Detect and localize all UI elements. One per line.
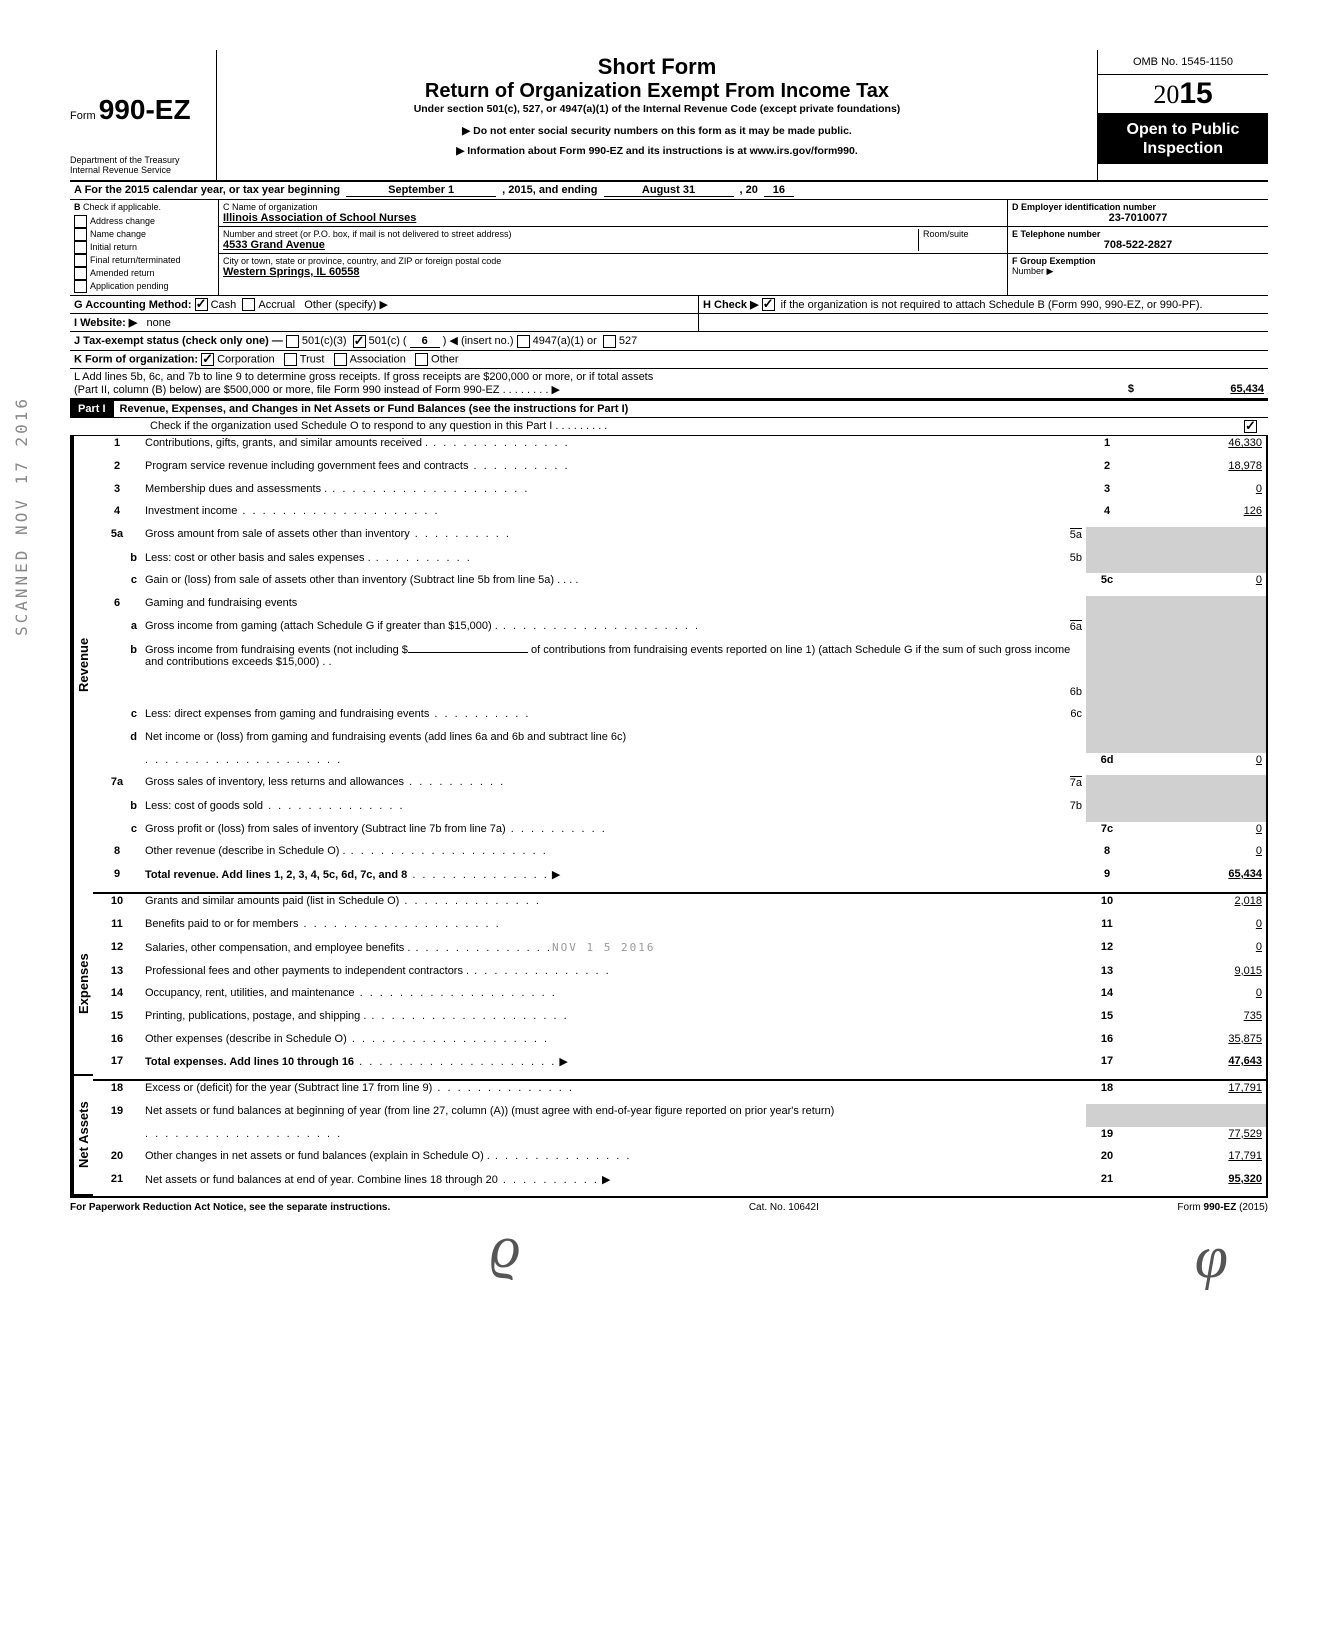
- title-return: Return of Organization Exempt From Incom…: [227, 80, 1087, 103]
- tax-year: 2015: [1098, 75, 1268, 114]
- chk-trust[interactable]: [284, 353, 297, 366]
- chk-schedule-o[interactable]: [1244, 420, 1257, 433]
- org-name: Illinois Association of School Nurses: [223, 212, 1003, 224]
- val-line2: 18,978: [1128, 459, 1266, 482]
- initial-mark-2: φ: [1195, 1223, 1228, 1292]
- chk-initial-return[interactable]: [74, 241, 87, 254]
- open-to-public: Open to PublicInspection: [1098, 114, 1268, 164]
- val-line20: 17,791: [1128, 1149, 1266, 1172]
- chk-name-change[interactable]: [74, 228, 87, 241]
- val-line5c: 0: [1128, 573, 1266, 596]
- chk-address-change[interactable]: [74, 215, 87, 228]
- part-i-body: SCANNED NOV 17 2016 Revenue Expenses Net…: [70, 436, 1268, 1196]
- gross-receipts: 65,434: [1134, 383, 1264, 396]
- val-line18: 17,791: [1128, 1080, 1266, 1104]
- val-line15: 735: [1128, 1009, 1266, 1032]
- form-footer: For Paperwork Reduction Act Notice, see …: [70, 1196, 1268, 1213]
- 501c-insert[interactable]: 6: [410, 335, 440, 348]
- val-line19: 77,529: [1128, 1127, 1266, 1150]
- part-i-check: Check if the organization used Schedule …: [70, 418, 1268, 436]
- under-section: Under section 501(c), 527, or 4947(a)(1)…: [227, 103, 1087, 115]
- val-line16: 35,875: [1128, 1032, 1266, 1055]
- val-line9: 65,434: [1128, 867, 1266, 893]
- note-ssn: ▶ Do not enter social security numbers o…: [227, 125, 1087, 137]
- chk-amended[interactable]: [74, 267, 87, 280]
- val-line3: 0: [1128, 482, 1266, 505]
- chk-527[interactable]: [603, 335, 616, 348]
- ein: 23-7010077: [1012, 212, 1264, 224]
- tax-year-end[interactable]: August 31: [604, 184, 734, 197]
- title-short-form: Short Form: [227, 54, 1087, 80]
- val-line6d: 0: [1128, 753, 1266, 776]
- line-j: J Tax-exempt status (check only one) — 5…: [70, 332, 1268, 351]
- label-expenses: Expenses: [72, 894, 93, 1076]
- val-line21: 95,320: [1128, 1172, 1266, 1196]
- website: none: [146, 317, 170, 329]
- form-header: Form 990-EZ Department of the Treasury I…: [70, 50, 1268, 182]
- chk-app-pending[interactable]: [74, 280, 87, 293]
- note-info: ▶ Information about Form 990-EZ and its …: [227, 145, 1087, 157]
- telephone: 708-522-2827: [1012, 239, 1264, 251]
- line-a: A For the 2015 calendar year, or tax yea…: [70, 182, 1268, 200]
- group-exemption-label: Number ▶: [1012, 266, 1264, 277]
- chk-501c[interactable]: [353, 335, 366, 348]
- chk-other-org[interactable]: [415, 353, 428, 366]
- val-line10: 2,018: [1128, 893, 1266, 917]
- initial-mark-1: ϱ: [490, 1213, 520, 1282]
- val-line1: 46,330: [1128, 436, 1266, 459]
- street-address: 4533 Grand Avenue: [223, 239, 918, 251]
- line-i: I Website: ▶ none: [70, 314, 1268, 332]
- received-stamp: NOV 1 5 2016: [552, 941, 655, 954]
- label-revenue: Revenue: [72, 436, 93, 894]
- form-990ez: Form 990-EZ Department of the Treasury I…: [70, 50, 1268, 1313]
- city-state-zip: Western Springs, IL 60558: [223, 266, 1003, 278]
- tax-year-end-yr[interactable]: 16: [764, 184, 794, 197]
- line-l: L Add lines 5b, 6c, and 7b to line 9 to …: [70, 369, 1268, 399]
- val-line4: 126: [1128, 504, 1266, 527]
- room-suite-label: Room/suite: [923, 229, 1003, 239]
- val-line13: 9,015: [1128, 964, 1266, 987]
- val-line11: 0: [1128, 917, 1266, 940]
- omb-number: OMB No. 1545-1150: [1098, 50, 1268, 75]
- val-line12: 0: [1128, 940, 1266, 964]
- c-label: C Name of organization: [223, 202, 1003, 212]
- part-i-header: Part I Revenue, Expenses, and Changes in…: [70, 399, 1268, 418]
- chk-501c3[interactable]: [286, 335, 299, 348]
- form-label: Form: [70, 110, 96, 122]
- chk-schedule-b[interactable]: [762, 298, 775, 311]
- line-gh: G Accounting Method: Cash Accrual Other …: [70, 296, 1268, 315]
- chk-cash[interactable]: [195, 298, 208, 311]
- val-line17: 47,643: [1128, 1054, 1266, 1080]
- chk-4947a1[interactable]: [517, 335, 530, 348]
- chk-corporation[interactable]: [201, 353, 214, 366]
- chk-accrual[interactable]: [242, 298, 255, 311]
- chk-association[interactable]: [334, 353, 347, 366]
- val-line8: 0: [1128, 844, 1266, 867]
- form-number: 990-EZ: [99, 94, 191, 125]
- line-k: K Form of organization: Corporation Trus…: [70, 351, 1268, 369]
- section-bcdef: B Check if applicable. Address change Na…: [70, 200, 1268, 296]
- label-netassets: Net Assets: [72, 1076, 93, 1196]
- tax-year-begin[interactable]: September 1: [346, 184, 496, 197]
- dept-irs: Internal Revenue Service: [70, 166, 210, 176]
- scanned-stamp: SCANNED NOV 17 2016: [12, 396, 31, 636]
- val-line7c: 0: [1128, 822, 1266, 845]
- val-line14: 0: [1128, 986, 1266, 1009]
- lines-table: 1Contributions, gifts, grants, and simil…: [93, 436, 1266, 1196]
- chk-final-return[interactable]: [74, 254, 87, 267]
